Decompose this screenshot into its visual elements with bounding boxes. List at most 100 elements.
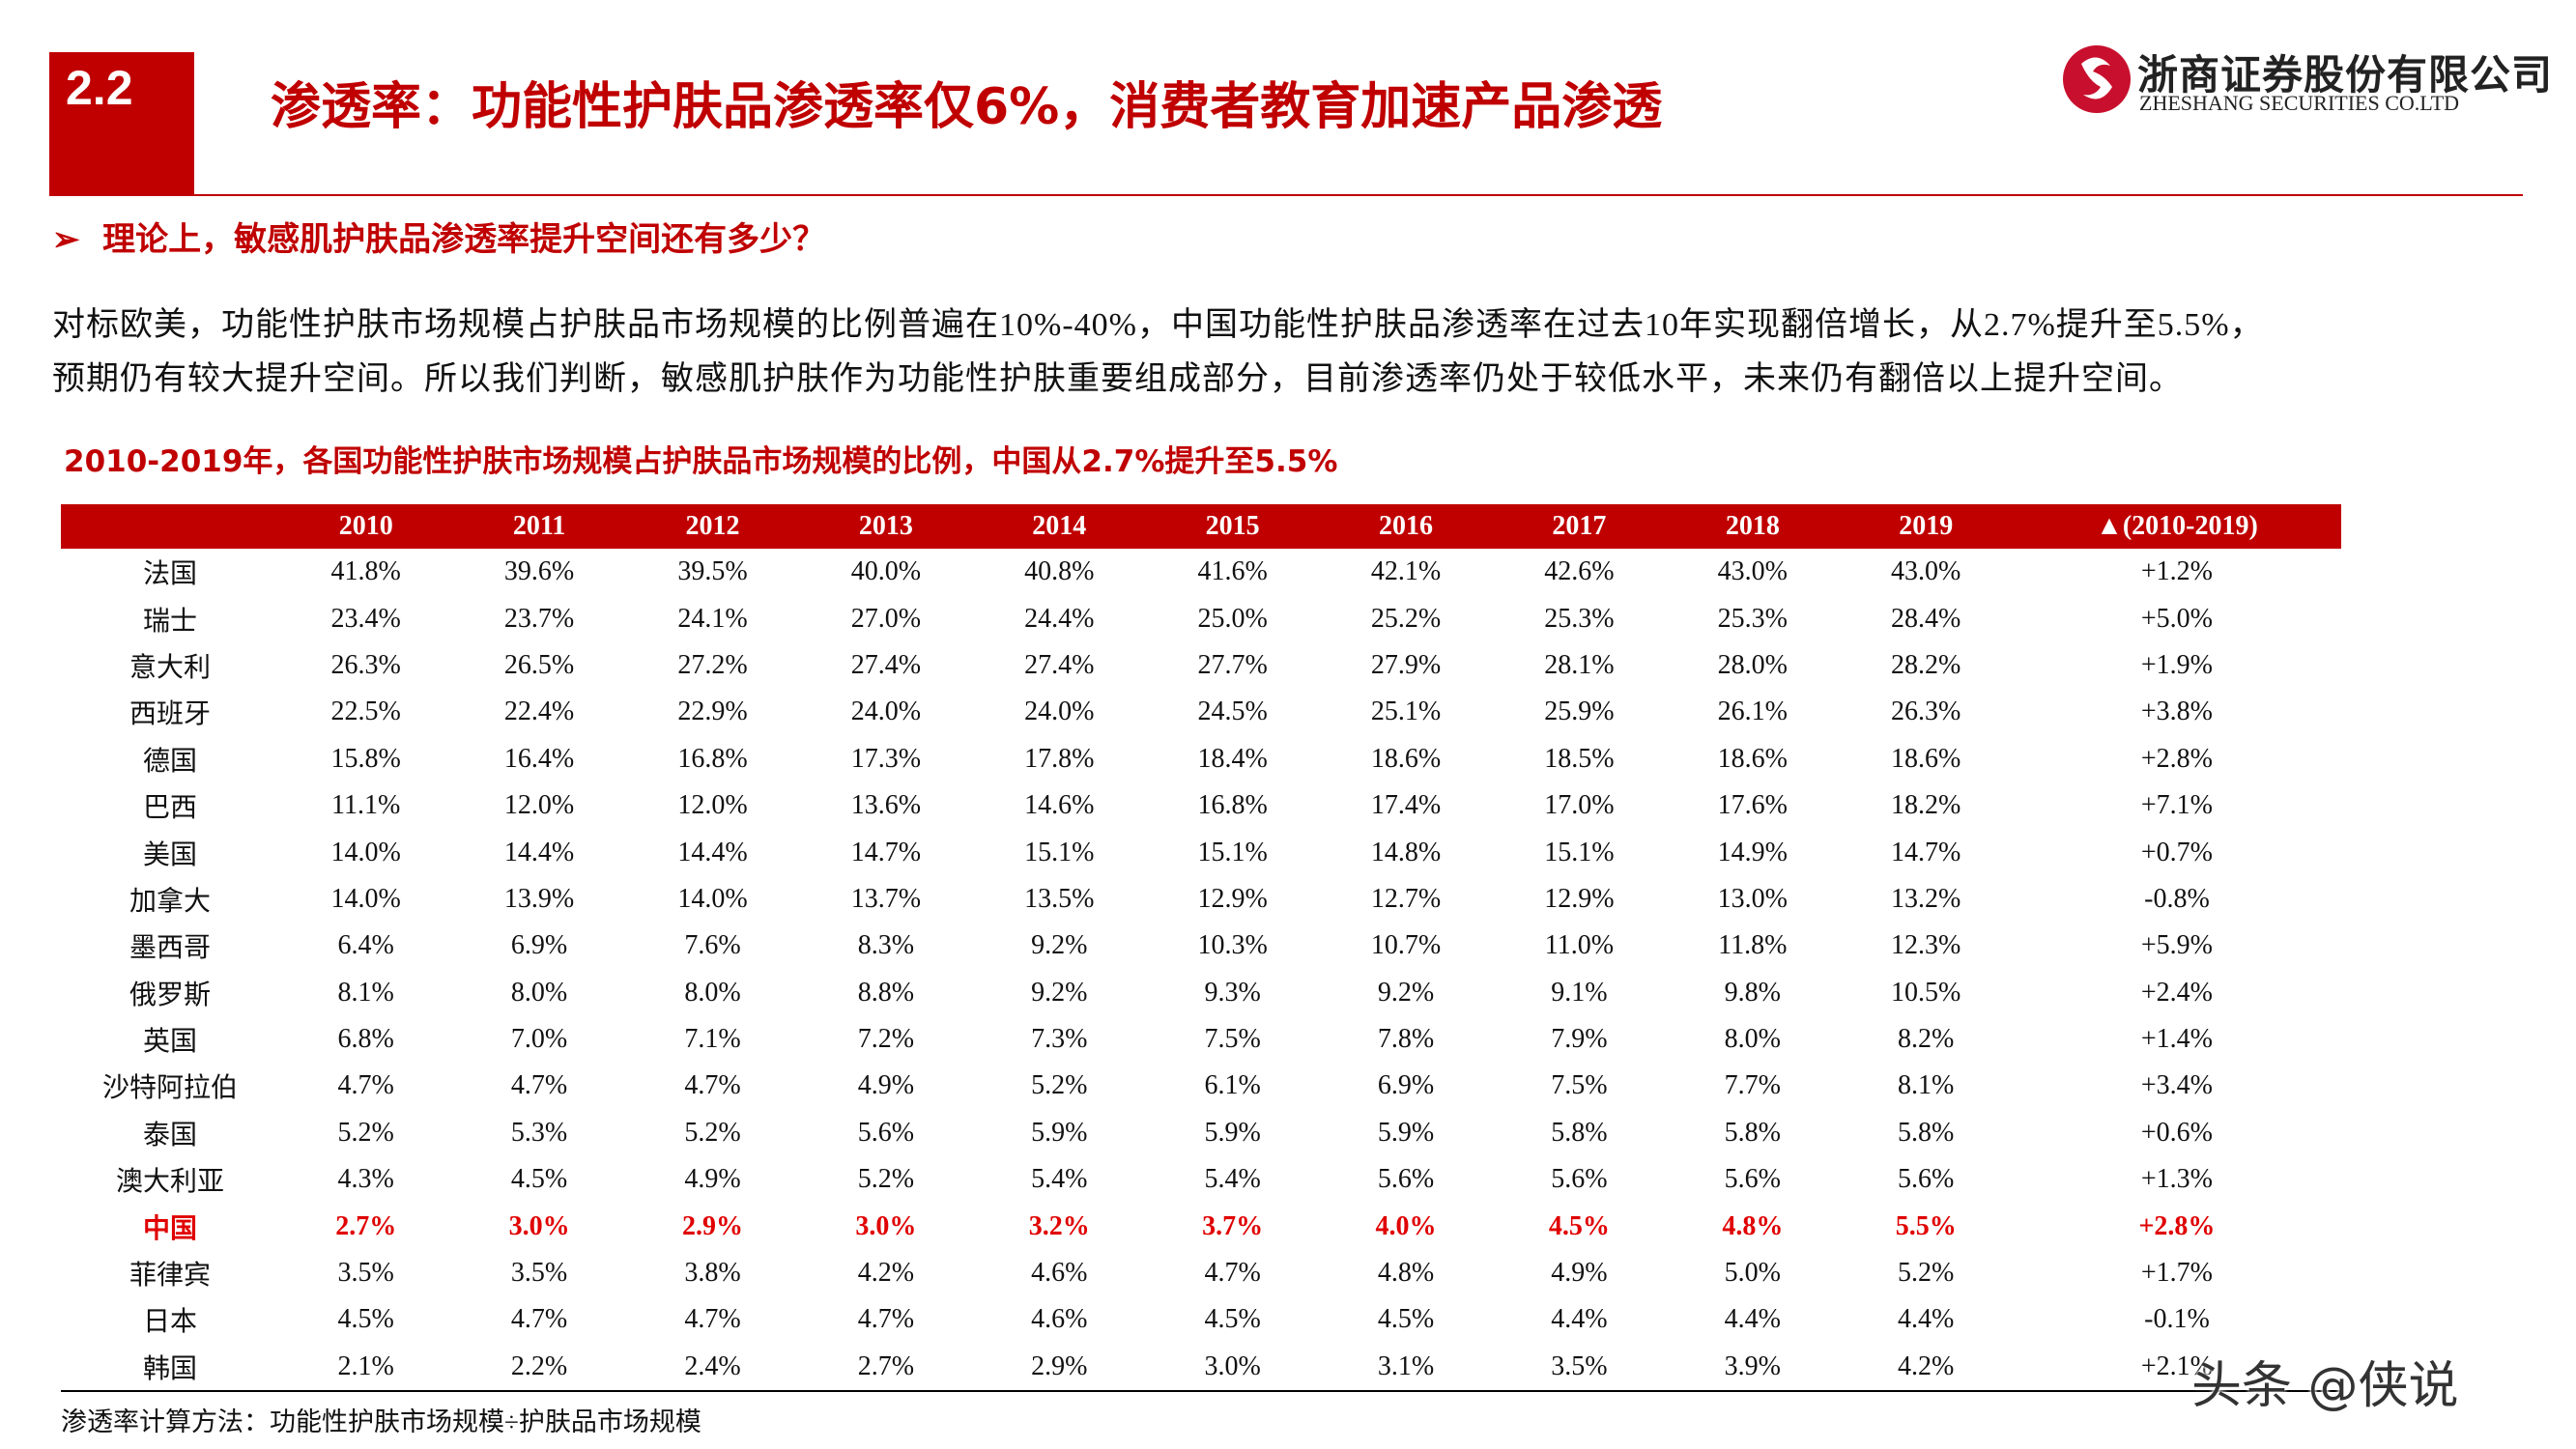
table-cell: 24.5% [1197, 696, 1268, 727]
row-label: 瑞士 [142, 606, 197, 637]
table-cell: 7.7% [1724, 1070, 1781, 1101]
table-cell: 24.0% [1024, 696, 1095, 727]
table-cell: +5.9% [2140, 930, 2214, 961]
table-cell: 15.1% [1197, 837, 1268, 867]
table-cell: 3.2% [1028, 1210, 1090, 1241]
table-cell: 4.0% [1375, 1210, 1437, 1241]
table-cell: 39.5% [677, 556, 748, 587]
table-cell: 4.7% [510, 1070, 568, 1101]
table-cell: 5.6% [1551, 1164, 1608, 1195]
table-cell: 5.3% [510, 1117, 568, 1148]
table-cell: 5.4% [1204, 1164, 1261, 1195]
table-cell: 24.0% [850, 696, 922, 727]
table-cell: 22.4% [503, 696, 575, 727]
table-cell: 16.8% [677, 743, 748, 774]
table-cell: 14.7% [1891, 837, 1961, 867]
table-cell: 13.7% [850, 883, 922, 914]
header-cell: 2014 [972, 504, 1146, 549]
table-cell: 14.0% [677, 883, 748, 914]
table-cell: 28.2% [1891, 649, 1961, 680]
table-cell: 24.4% [1024, 603, 1095, 634]
table-cell: 4.5% [337, 1304, 394, 1335]
table-cell: 12.7% [1370, 883, 1442, 914]
table-cell: 5.8% [1898, 1117, 1955, 1148]
table-row: 加拿大 14.0% 13.9% 14.0% 13.7% 13.5% 12.9% 12.7% 12… [61, 876, 2341, 923]
table-cell: 3.5% [1492, 1343, 1667, 1393]
table-cell: -0.1% [2144, 1304, 2210, 1335]
row-label: 意大利 [129, 652, 211, 683]
header-cell: 2013 [799, 504, 973, 549]
table-cell: 18.6% [1891, 743, 1961, 774]
table-row: 澳大利亚 4.3% 4.5% 4.9% 5.2% 5.4% 5.4% 5.6% 5.6% 5.6%… [61, 1156, 2341, 1203]
table-cell: 4.7% [684, 1304, 741, 1335]
table-cell: 41.8% [330, 556, 401, 587]
table-cell: 8.2% [1898, 1024, 1955, 1055]
table-cell: 3.5% [337, 1258, 394, 1289]
table-cell: 3.0% [855, 1210, 917, 1241]
table-cell: 2.7% [799, 1343, 973, 1393]
table-cell: 23.4% [330, 603, 401, 634]
table-cell: -0.8% [2144, 883, 2210, 914]
header-cell: 2018 [1666, 504, 1840, 549]
row-label: 巴西 [142, 793, 197, 824]
footnote: 渗透率计算方法：功能性护肤市场规模÷护肤品市场规模 [61, 1407, 701, 1436]
table-cell: 4.7% [510, 1304, 568, 1335]
table-cell: 14.4% [677, 837, 748, 867]
table-cell: 4.7% [857, 1304, 915, 1335]
table-cell: 13.9% [503, 883, 575, 914]
table-cell: 7.8% [1377, 1024, 1435, 1055]
table-cell: 4.9% [684, 1164, 741, 1195]
table-cell: 14.0% [330, 837, 401, 867]
table-row: 墨西哥 6.4% 6.9% 7.6% 8.3% 9.2% 10.3% 10.7% 11.0% 11… [61, 923, 2341, 969]
table-cell: 7.2% [857, 1024, 915, 1055]
table-cell: +2.4% [2140, 977, 2214, 1008]
table-cell: 26.3% [330, 649, 401, 680]
table-row: 德国 15.8% 16.4% 16.8% 17.3% 17.8% 18.4% 18.6% 18.… [61, 736, 2341, 782]
table-cell: 5.6% [1377, 1164, 1435, 1195]
row-label: 美国 [142, 839, 197, 870]
table-cell: 4.7% [684, 1070, 741, 1101]
table-cell: 18.2% [1891, 790, 1961, 821]
header-cell: 2015 [1145, 504, 1320, 549]
table-cell: 14.9% [1717, 837, 1788, 867]
table-cell: +3.4% [2140, 1070, 2214, 1101]
row-label: 德国 [142, 746, 197, 777]
table-cell: 4.8% [1722, 1210, 1784, 1241]
table-cell: 2.9% [972, 1343, 1146, 1393]
table-cell: 5.8% [1551, 1117, 1608, 1148]
table-cell: 3.1% [1319, 1343, 1493, 1393]
table-cell: 8.1% [1898, 1070, 1955, 1101]
table-cell: 5.2% [857, 1164, 915, 1195]
table-cell: 14.8% [1370, 837, 1442, 867]
table-cell: 28.0% [1717, 649, 1788, 680]
header-cell: 2019 [1839, 504, 2013, 549]
table-cell: 39.6% [503, 556, 575, 587]
table-row: 法国 41.8% 39.6% 39.5% 40.0% 40.8% 41.6% 42.1% 42.… [61, 549, 2341, 595]
table-cell: 40.8% [1024, 556, 1095, 587]
table-cell: 9.2% [1377, 977, 1435, 1008]
table-cell: 25.9% [1544, 696, 1615, 727]
table-cell: 12.9% [1544, 883, 1615, 914]
table-cell: 4.5% [510, 1164, 568, 1195]
table-row: 菲律宾 3.5% 3.5% 3.8% 4.2% 4.6% 4.7% 4.8% 4.9% 5.0% 5… [61, 1250, 2341, 1296]
table-cell: 4.4% [1551, 1304, 1608, 1335]
table-cell: 5.5% [1895, 1210, 1957, 1241]
table-cell: 9.1% [1551, 977, 1608, 1008]
table-cell: 43.0% [1891, 556, 1961, 587]
table-cell: 5.6% [1724, 1164, 1781, 1195]
table-cell: 3.5% [510, 1258, 568, 1289]
watermark: 头条 @侠说 [2191, 1357, 2459, 1415]
table-cell: 4.9% [1551, 1258, 1608, 1289]
table-cell: +1.3% [2140, 1164, 2214, 1195]
table-cell: 27.4% [1024, 649, 1095, 680]
table-cell: +1.2% [2140, 556, 2214, 587]
bullet-text: 理论上，敏感肌护肤品渗透率提升空间还有多少？ [102, 220, 826, 259]
table-cell: 11.1% [331, 790, 401, 821]
table-cell: 13.0% [1717, 883, 1788, 914]
table-row: 意大利 26.3% 26.5% 27.2% 27.4% 27.4% 27.7% 27.9% 28… [61, 642, 2341, 689]
header-cell [61, 504, 279, 549]
table-cell: 13.6% [850, 790, 922, 821]
row-label: 西班牙 [129, 699, 211, 730]
table-cell: +2.8% [2140, 743, 2214, 774]
table-row: 瑞士 23.4% 23.7% 24.1% 27.0% 24.4% 25.0% 25.2% 25.… [61, 595, 2341, 641]
